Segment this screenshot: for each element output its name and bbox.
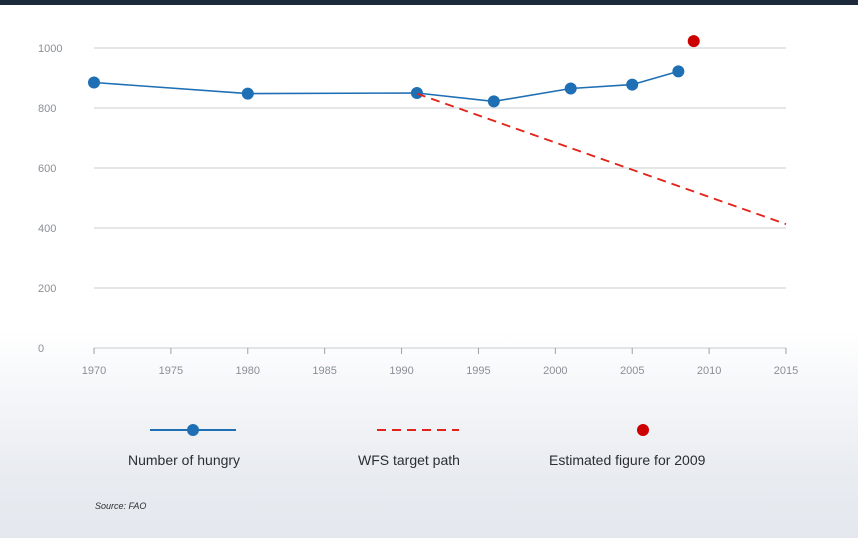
data-point-number-of-hungry xyxy=(410,87,423,99)
x-tick-label: 1975 xyxy=(159,365,183,377)
y-tick-label: 0 xyxy=(38,343,44,355)
x-tick-label: 2000 xyxy=(543,365,567,377)
y-tick-label: 1000 xyxy=(38,43,62,55)
x-tick-label: 1985 xyxy=(312,365,336,377)
data-point-number-of-hungry xyxy=(487,95,500,108)
x-tick-label: 1970 xyxy=(82,365,106,377)
x-tick-label: 2010 xyxy=(697,365,721,377)
x-tick-label: 2005 xyxy=(620,365,644,377)
legend-label-estimate: Estimated figure for 2009 xyxy=(549,452,706,468)
legend-swatch-hungry xyxy=(150,424,236,436)
y-tick-label: 400 xyxy=(38,223,56,235)
data-point-number-of-hungry xyxy=(241,87,254,100)
y-tick-label: 600 xyxy=(38,163,56,175)
x-tick-label: 1980 xyxy=(236,365,260,377)
top-border xyxy=(0,0,858,5)
series-line-number-of-hungry xyxy=(93,70,679,103)
data-point-number-of-hungry xyxy=(564,82,577,95)
y-tick-label: 800 xyxy=(38,103,56,115)
y-tick-label: 200 xyxy=(38,283,56,295)
x-tick-label: 2015 xyxy=(774,365,798,377)
legend-label-hungry: Number of hungry xyxy=(128,452,241,468)
legend-swatch-estimate xyxy=(637,424,649,436)
series-line-wfs-target-path xyxy=(416,92,787,225)
data-point-number-of-hungry xyxy=(88,76,100,89)
plot-area: 0 200 400 600 800 1000 1970 1975 1980 1985 1990 199… xyxy=(38,35,798,377)
x-tick-label: 1990 xyxy=(389,365,413,377)
x-tick-label: 1995 xyxy=(466,365,490,377)
source-note: Source: FAO xyxy=(95,501,147,511)
data-point-number-of-hungry xyxy=(672,65,685,78)
data-point-estimated-figure-for-2009 xyxy=(687,35,700,48)
data-point-number-of-hungry xyxy=(626,78,639,91)
legend-swatch-target xyxy=(377,429,459,431)
legend-label-target: WFS target path xyxy=(358,452,460,468)
